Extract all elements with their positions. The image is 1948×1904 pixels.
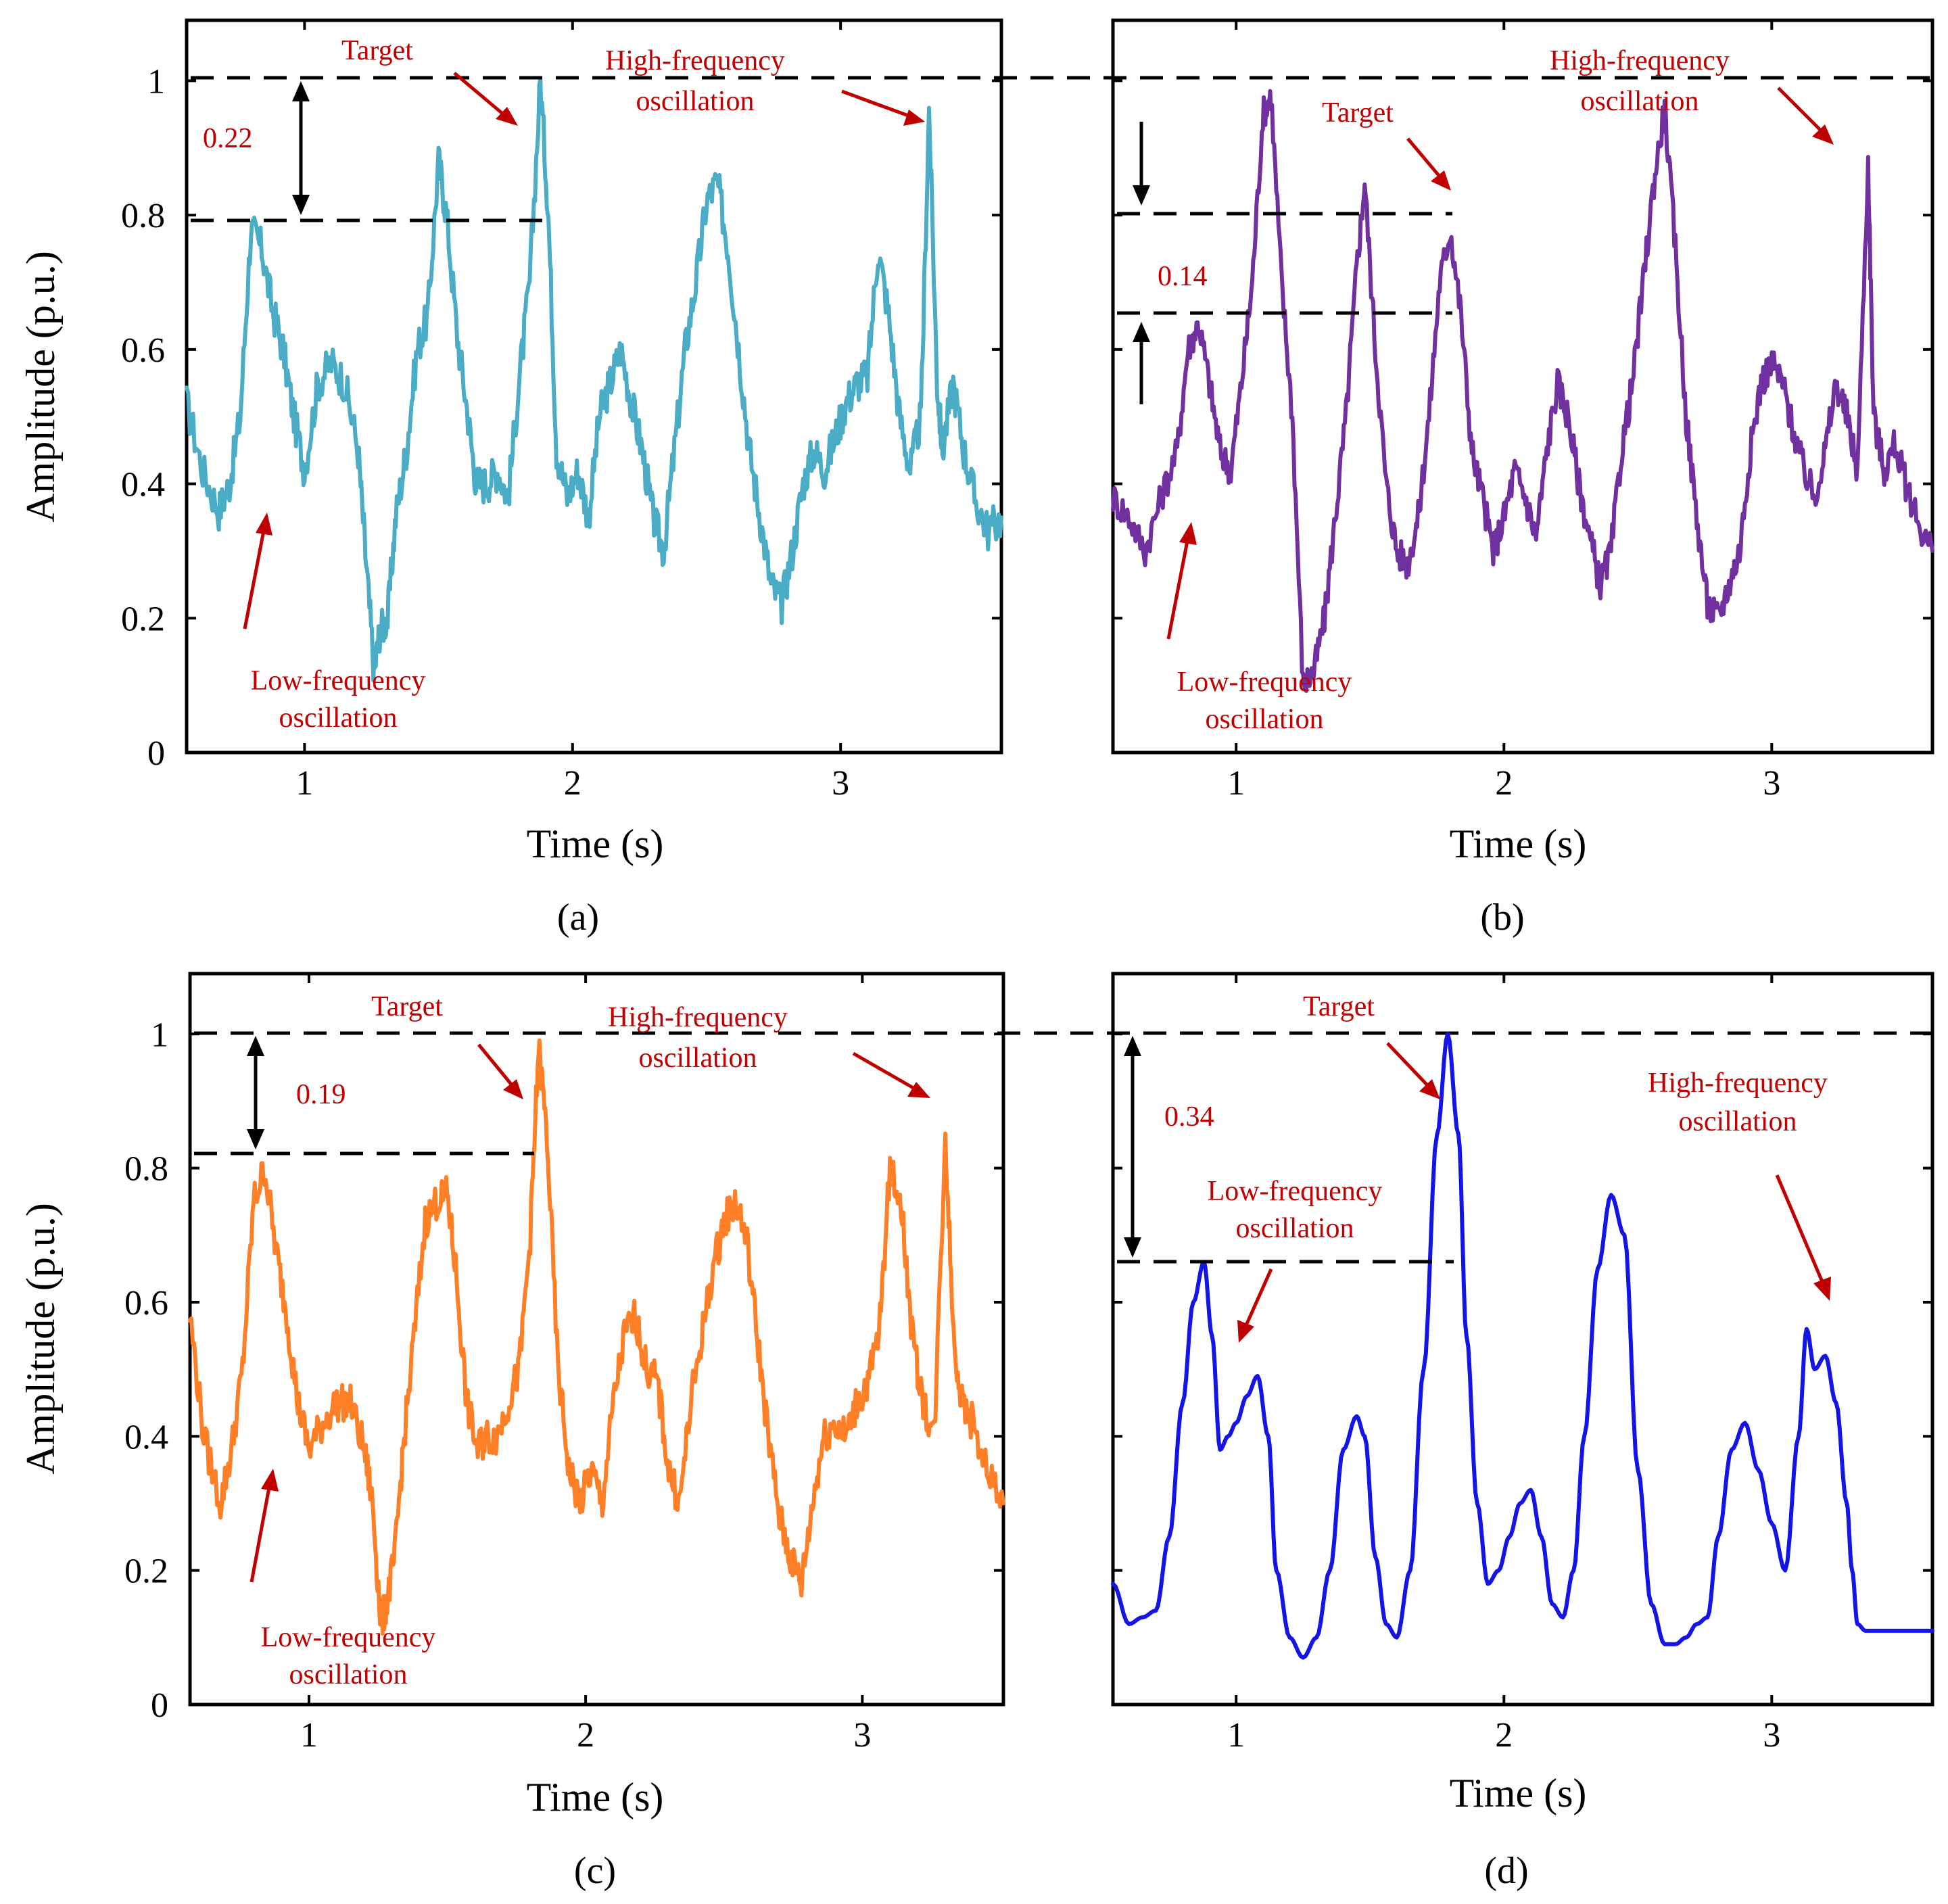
panel-d-low-freq-label-1: Low-frequency	[1208, 1176, 1383, 1207]
panel-a-ytick-label: 0.2	[121, 600, 165, 638]
panel-b-xtick-label: 2	[1495, 764, 1513, 803]
panel-a-series-line	[185, 76, 1003, 683]
panel-b-series-line	[1111, 89, 1934, 693]
panel-c-ytick-label: 0.8	[124, 1150, 168, 1189]
panel-c-gap-label: 0.19	[296, 1079, 346, 1110]
panel-d-gap-arrow	[1124, 1036, 1141, 1258]
panel-a-plot-area	[185, 76, 1003, 683]
panel-a-ytick-label: 0.6	[121, 331, 165, 370]
panel-b-xtick-label: 3	[1763, 764, 1780, 803]
panel-d-xlabel: Time (s)	[1450, 1771, 1587, 1815]
panel-a-target-label: Target	[341, 35, 413, 66]
panel-b-high-freq-label-2: oscillation	[1581, 86, 1699, 117]
panel-b-high-freq-arrow	[1777, 87, 1834, 145]
panel-a: 1 2 3 0 0.2 0.4 0.6 0.8 1 Time (s) Amplitude (p.…	[18, 18, 1932, 938]
panel-d-target-arrow	[1386, 1042, 1440, 1099]
panel-d: 1 2 3 Time (s) (d) 0.34 Target Low-frequen…	[1111, 972, 1934, 1892]
panel-c-high-freq-label-1: High-frequency	[608, 1002, 788, 1033]
panel-a-low-freq-label-1: Low-frequency	[251, 665, 426, 696]
panel-b-ticks: 1 2 3	[1113, 20, 1932, 803]
panel-b-axes-frame	[1111, 18, 1934, 755]
panel-d-target-label: Target	[1303, 991, 1375, 1022]
panel-a-ytick-label: 0.8	[121, 197, 165, 235]
panel-a-high-freq-label-1: High-frequency	[605, 45, 785, 76]
panel-a-ytick-label: 0.4	[121, 466, 165, 504]
panel-a-ytick-label: 0	[147, 734, 165, 773]
panel-c-xlabel: Time (s)	[527, 1775, 664, 1819]
panel-c-high-freq-label-2: oscillation	[639, 1043, 757, 1074]
panel-b-low-freq-label-2: oscillation	[1206, 704, 1324, 735]
panel-d-gap-label: 0.34	[1164, 1101, 1214, 1133]
panel-d-label: (d)	[1484, 1850, 1528, 1892]
panel-c: 1 2 3 0 0.2 0.4 0.6 0.8 1 Time (s) Amplitude (p.…	[18, 972, 1932, 1892]
panel-d-high-freq-label-1: High-frequency	[1648, 1068, 1828, 1099]
panel-b-high-freq-label-1: High-frequency	[1550, 45, 1730, 76]
panel-c-series-line	[188, 1038, 1005, 1636]
panel-a-low-freq-label-2: oscillation	[279, 703, 398, 734]
panel-b-low-freq-arrow	[1166, 522, 1197, 640]
panel-a-xtick-label: 2	[564, 764, 581, 803]
panel-b-xtick-label: 1	[1227, 764, 1245, 803]
panel-d-low-freq-arrow	[1237, 1268, 1273, 1343]
panel-a-xlabel: Time (s)	[527, 822, 664, 866]
panel-a-ytick-label: 1	[147, 62, 165, 101]
panel-b: 1 2 3 Time (s) (b) 0.14 Target High-freque…	[1111, 18, 1934, 938]
panel-b-low-freq-label-1: Low-frequency	[1177, 667, 1352, 698]
panel-c-high-freq-arrow	[852, 1051, 930, 1098]
panel-a-low-freq-arrow	[243, 513, 272, 629]
panel-c-target-label: Target	[371, 991, 443, 1022]
panel-a-axes-frame	[185, 18, 1003, 755]
panel-d-xtick-label: 2	[1495, 1716, 1513, 1755]
panel-c-ylabel: Amplitude (p.u.)	[18, 1203, 63, 1475]
panel-b-plot-area	[1111, 89, 1934, 693]
panel-b-label: (b)	[1480, 897, 1524, 938]
panel-c-label: (c)	[574, 1850, 616, 1892]
panel-a-ylabel: Amplitude (p.u.)	[18, 251, 63, 523]
panel-c-ytick-label: 1	[151, 1016, 168, 1054]
panel-a-xtick-label: 1	[295, 764, 313, 803]
panel-d-xtick-label: 3	[1763, 1716, 1780, 1755]
panel-a-xtick-label: 3	[832, 764, 849, 803]
panel-c-gap-arrow	[247, 1036, 264, 1149]
panel-b-gap-arrows	[1133, 122, 1150, 404]
panel-b-target-label: Target	[1322, 97, 1394, 128]
panel-c-low-freq-label-1: Low-frequency	[261, 1622, 436, 1653]
panel-c-ytick-label: 0.4	[124, 1418, 168, 1456]
panel-c-target-arrow	[477, 1043, 523, 1099]
panel-c-ytick-label: 0.6	[124, 1284, 168, 1323]
panel-a-high-freq-label-2: oscillation	[636, 86, 755, 117]
panel-a-gap-arrow	[292, 81, 310, 215]
panel-b-gap-label: 0.14	[1158, 261, 1208, 292]
panel-b-target-arrow	[1406, 137, 1451, 191]
panel-d-ticks: 1 2 3	[1113, 974, 1932, 1755]
panel-c-axes-frame	[188, 972, 1005, 1707]
panel-c-ticks: 1 2 3 0 0.2 0.4 0.6 0.8 1	[124, 974, 1003, 1755]
panel-c-xtick-label: 1	[300, 1716, 318, 1755]
panel-c-low-freq-label-2: oscillation	[289, 1659, 408, 1690]
panel-d-xtick-label: 1	[1227, 1716, 1245, 1755]
panel-a-high-freq-arrow	[841, 89, 925, 126]
panel-c-xtick-label: 3	[853, 1716, 871, 1755]
panel-c-low-freq-arrow	[250, 1469, 279, 1583]
panel-d-plot-area	[1111, 1032, 1934, 1660]
panel-b-xlabel: Time (s)	[1450, 822, 1587, 866]
panel-c-plot-area	[188, 1038, 1005, 1636]
panel-d-high-freq-arrow	[1775, 1174, 1831, 1301]
panel-d-high-freq-label-2: oscillation	[1679, 1106, 1797, 1137]
panel-c-ytick-label: 0.2	[124, 1552, 168, 1591]
panel-c-ytick-label: 0	[151, 1686, 168, 1725]
panel-a-label: (a)	[557, 897, 599, 938]
panel-d-low-freq-label-2: oscillation	[1236, 1213, 1354, 1244]
panel-a-target-arrow	[453, 72, 518, 126]
panel-d-series-line	[1111, 1032, 1934, 1660]
panel-d-axes-frame	[1111, 972, 1934, 1707]
panel-c-xtick-label: 2	[577, 1716, 594, 1755]
panel-a-gap-label: 0.22	[203, 123, 253, 154]
panel-a-ticks: 1 2 3 0 0.2 0.4 0.6 0.8 1	[121, 20, 1001, 803]
